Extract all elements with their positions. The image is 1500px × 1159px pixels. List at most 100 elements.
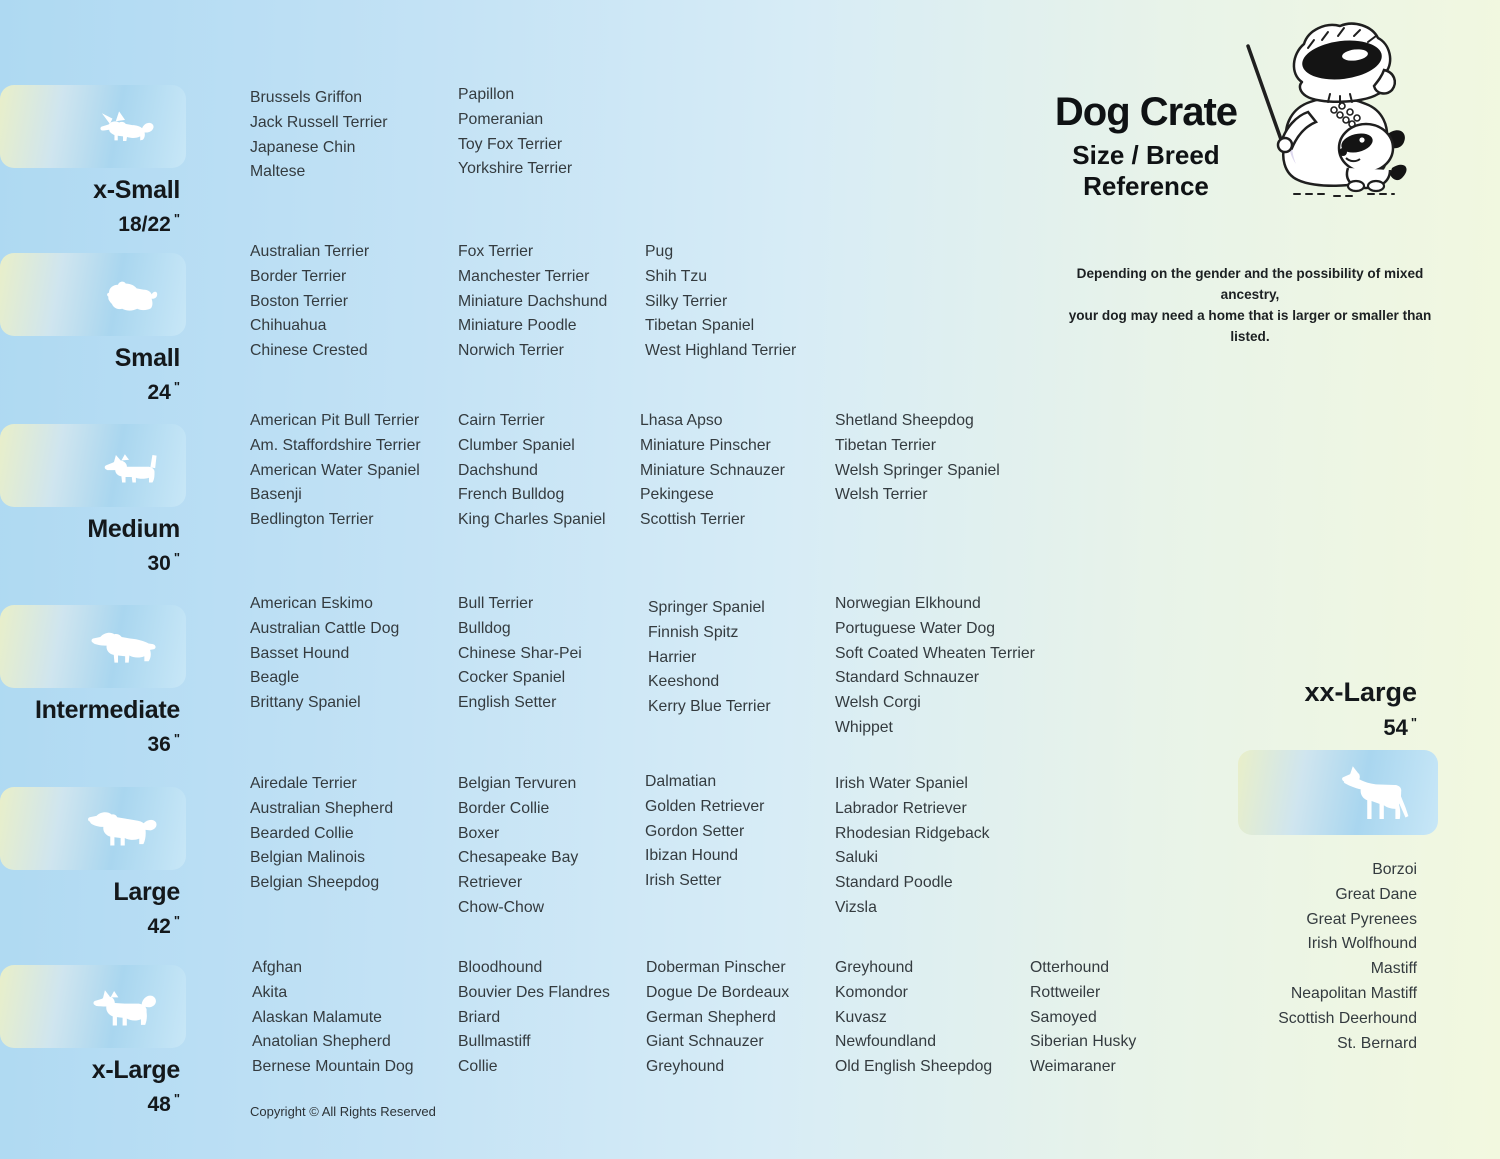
breed-name: Chesapeake Bay Retriever [458, 849, 579, 892]
breed-name: Bernese Mountain Dog [252, 1058, 414, 1076]
breed-name: Golden Retriever [645, 797, 765, 815]
breed-name: Great Dane [1335, 885, 1417, 903]
breed-name: Am. Staffordshire Terrier [250, 436, 421, 454]
breed-name: Papillon [458, 86, 515, 103]
great-dane-silhouette-icon [1342, 765, 1409, 819]
breed-column-x-large-3: Doberman Pinscher Dogue De Bordeaux German… [646, 956, 846, 1080]
breed-name: Bullmastiff [458, 1033, 531, 1051]
poster-title: Dog Crate [1054, 90, 1238, 134]
breed-name: Clumber Spaniel [458, 436, 575, 454]
breed-column-intermediate-1: American Eskimo Australian Cattle Dog Bass… [250, 592, 455, 716]
breed-column-large-1: Airedale Terrier Australian Shepherd Beard… [250, 772, 455, 896]
breed-name: Neapolitan Mastiff [1290, 984, 1417, 1002]
size-tile-small [0, 253, 186, 336]
breed-name: Newfoundland [835, 1033, 936, 1051]
breed-name: Anatolian Shepherd [252, 1033, 391, 1051]
breed-name: Standard Poodle [835, 874, 953, 892]
inch-mark: " [1410, 715, 1417, 730]
size-label-medium: Medium 30 " [0, 514, 180, 578]
breed-name: Finnish Spitz [648, 623, 739, 641]
breed-name: Vizsla [835, 898, 877, 916]
breed-column-intermediate-2: Bull Terrier Bulldog Chinese Shar-Pei Cocke… [458, 592, 658, 716]
breed-name: Old English Sheepdog [835, 1058, 993, 1076]
breed-name: King Charles Spaniel [458, 511, 606, 529]
breed-name: Belgian Malinois [250, 849, 366, 867]
size-label-large: Large 42 " [0, 877, 180, 941]
breed-name: Irish Setter [645, 872, 722, 890]
breed-column-x-large-1: Afghan Akita Alaskan Malamute Anatolian She… [252, 956, 457, 1080]
size-name: Large [113, 878, 180, 906]
size-label-x-large: x-Large 48 " [0, 1055, 181, 1119]
inch-mark: " [173, 913, 180, 928]
breed-name: Cairn Terrier [458, 412, 545, 429]
breed-name: Ibizan Hound [645, 847, 739, 865]
subtitle-line-1: Size / Breed [1072, 140, 1220, 170]
breed-name: Lhasa Apso [640, 412, 723, 429]
breed-name: German Shepherd [646, 1008, 776, 1026]
west-highland-terrier-silhouette-icon [104, 453, 157, 483]
breed-column-x-large-2: Bloodhound Bouvier Des Flandres Briard Bull… [458, 956, 658, 1080]
breed-name: Belgian Tervuren [458, 775, 577, 792]
breed-name: West Highland Terrier [645, 342, 797, 360]
breed-name: Collie [458, 1058, 498, 1076]
breed-name: Briard [458, 1008, 501, 1026]
breed-name: Bearded Collie [250, 824, 354, 842]
size-name: Intermediate [34, 696, 180, 724]
size-dimension: 36 " [147, 731, 180, 756]
breed-name: Chinese Shar-Pei [458, 644, 582, 662]
breed-name: Labrador Retriever [835, 799, 967, 817]
size-dimension: 18/22 " [118, 211, 180, 236]
breed-name: Welsh Springer Spaniel [835, 461, 1000, 479]
size-tile-intermediate [0, 605, 186, 688]
breed-name: Chow-Chow [458, 898, 545, 916]
breed-name: Rhodesian Ridgeback [835, 824, 990, 842]
breed-name: Standard Schnauzer [835, 669, 980, 687]
breed-name: Whippet [835, 718, 893, 736]
spaniel-silhouette-icon [91, 632, 156, 663]
breed-name: Basset Hound [250, 644, 350, 662]
breed-name: Kerry Blue Terrier [648, 698, 771, 716]
breed-column-medium-4: Shetland Sheepdog Tibetan Terrier Welsh Sp… [835, 409, 1065, 508]
breed-name: Tibetan Spaniel [645, 317, 755, 335]
breed-name: Dogue De Bordeaux [646, 983, 790, 1001]
papillon-silhouette-icon [100, 111, 154, 142]
breed-name: Rottweiler [1030, 983, 1101, 1001]
breed-name: Border Collie [458, 799, 550, 817]
breed-name: Beagle [250, 669, 300, 687]
breed-name: Bedlington Terrier [250, 511, 374, 529]
breed-name: American Water Spaniel [250, 461, 420, 479]
breed-name: Mastiff [1370, 960, 1417, 978]
breed-name: Cocker Spaniel [458, 669, 566, 687]
breed-name: Gordon Setter [645, 822, 745, 840]
breed-name: Brittany Spaniel [250, 694, 361, 712]
size-name: Medium [87, 515, 180, 543]
size-dimension: 30 " [147, 550, 180, 575]
breed-column-intermediate-4: Norwegian Elkhound Portuguese Water Dog So… [835, 592, 1085, 741]
size-label-x-small: x-Small 18/22 " [0, 175, 180, 239]
breed-name: Pomeranian [458, 110, 544, 128]
size-dimension: 42 " [147, 913, 180, 938]
breed-name: Akita [252, 983, 288, 1001]
breed-column-xx-large: Borzoi Great Dane Great Pyrenees Irish Wolf… [1100, 858, 1417, 1056]
breed-column-small-3: Pug Shih Tzu Silky Terrier Tibetan Spaniel W… [645, 240, 855, 364]
breed-name: Pug [645, 243, 674, 260]
breed-name: Afghan [252, 959, 303, 976]
size-tile-medium [0, 424, 186, 507]
inch-mark: " [173, 1091, 180, 1106]
breed-name: Welsh Corgi [835, 694, 921, 712]
size-name: x-Large [91, 1056, 181, 1084]
breed-name: American Eskimo [250, 595, 373, 612]
copyright-text: Copyright © All Rights Reserved [250, 1104, 436, 1119]
disclaimer-line-2: your dog may need a home that is larger … [1068, 308, 1432, 344]
breed-column-intermediate-3: Springer Spaniel Finnish Spitz Harrier Kees… [648, 596, 848, 720]
breed-name: Silky Terrier [645, 292, 728, 310]
size-label-intermediate: Intermediate 36 " [0, 695, 180, 759]
breed-name: Springer Spaniel [648, 599, 765, 616]
breed-name: Bloodhound [458, 959, 543, 976]
breed-name: Bulldog [458, 619, 511, 637]
breed-name: Soft Coated Wheaten Terrier [835, 644, 1035, 662]
breed-name: American Pit Bull Terrier [250, 412, 420, 429]
size-name: Small [114, 344, 181, 372]
breed-name: Fox Terrier [458, 243, 534, 260]
poster-title-block: Dog Crate Size / Breed Reference [1040, 90, 1252, 202]
